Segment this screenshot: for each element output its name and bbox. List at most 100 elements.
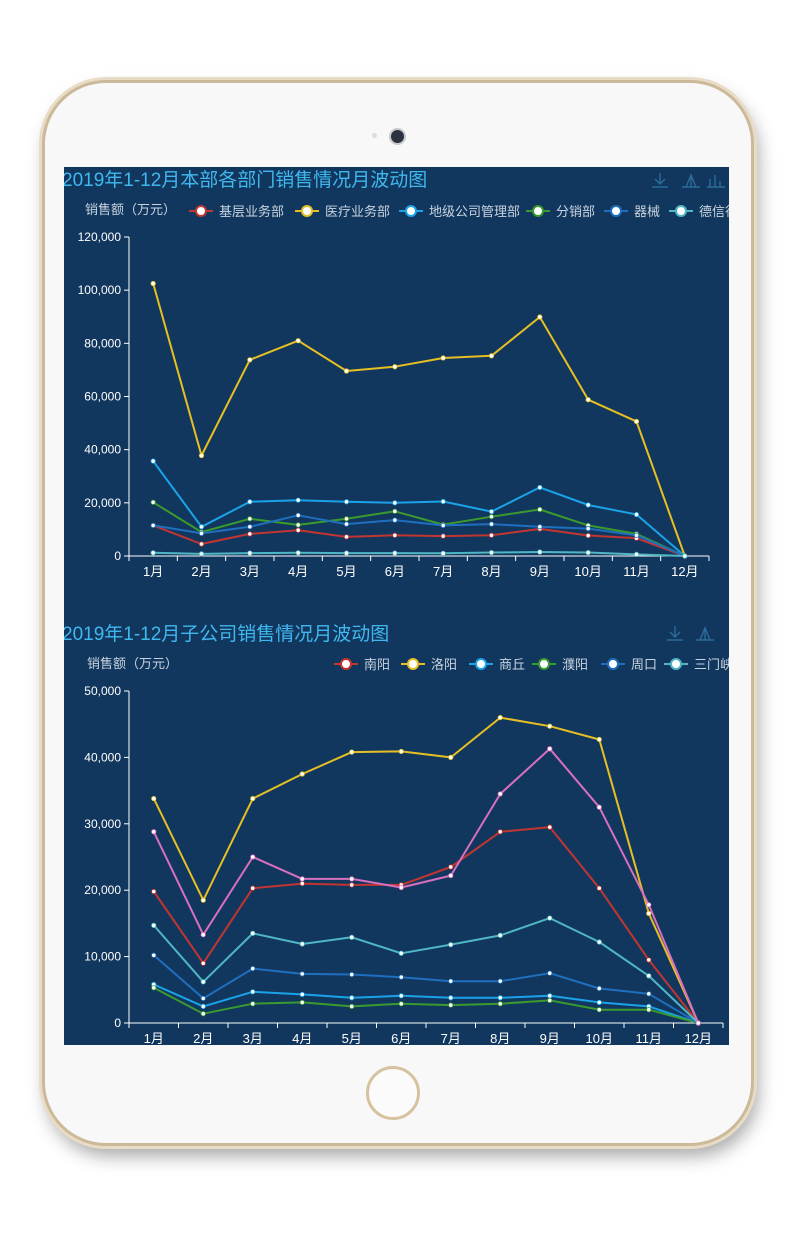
data-point <box>151 952 157 958</box>
data-point <box>646 957 652 963</box>
data-point <box>151 985 157 991</box>
series-line <box>153 917 699 1024</box>
data-point <box>247 357 253 363</box>
data-point <box>198 541 205 547</box>
chart2-toolbox <box>667 626 714 641</box>
legend-marker <box>475 658 487 670</box>
data-point <box>547 970 553 976</box>
series-line <box>152 460 686 557</box>
data-point <box>200 960 206 966</box>
data-point <box>151 922 157 928</box>
charts-canvas: 2019年1-12月本部各部门销售情况月波动图 销售额（万元） 基层业务部 医疗业… <box>64 169 729 1045</box>
data-point <box>547 723 553 729</box>
data-point <box>299 880 305 887</box>
x-tick-label: 6月 <box>391 1031 411 1045</box>
y-tick-label: 120,000 <box>78 230 122 244</box>
data-point <box>247 516 253 522</box>
y-tick-label: 20,000 <box>84 883 121 897</box>
x-tick-label: 2月 <box>193 1031 213 1045</box>
data-point <box>497 995 503 1001</box>
x-tick-label: 1月 <box>143 564 163 579</box>
data-point <box>585 549 591 556</box>
data-point <box>299 971 305 977</box>
chart1-legend: 基层业务部 医疗业务部 地级公司管理部 分销部 器械 德信行 <box>189 204 729 219</box>
data-point <box>250 930 256 936</box>
legend-label: 地级公司管理部 <box>429 204 520 219</box>
data-point <box>151 795 157 802</box>
x-tick-label: 11月 <box>636 1031 663 1045</box>
chart2-ylabel: 销售额（万元） <box>87 656 178 671</box>
data-point <box>150 522 156 529</box>
data-point <box>349 1003 355 1010</box>
data-point <box>295 550 301 556</box>
data-point <box>250 965 256 972</box>
data-point <box>247 524 253 530</box>
bar-chart-icon[interactable] <box>707 175 725 188</box>
data-point <box>198 530 205 537</box>
data-point <box>250 1001 256 1007</box>
data-point <box>392 508 398 514</box>
chart2-legend: 南阳 洛阳 商丘 濮阳 周口 三门峡 <box>334 657 729 672</box>
data-point <box>682 553 688 559</box>
data-point <box>596 736 602 743</box>
data-point <box>200 979 206 985</box>
data-point <box>646 991 652 997</box>
x-tick-label: 5月 <box>336 564 356 579</box>
series-line <box>152 524 686 557</box>
series-line <box>153 551 685 557</box>
data-point <box>295 512 301 518</box>
download-icon[interactable] <box>667 626 683 641</box>
data-point <box>547 824 553 830</box>
x-tick-label: 9月 <box>530 564 550 579</box>
data-point <box>497 932 503 938</box>
data-point <box>151 829 157 835</box>
home-button[interactable] <box>366 1066 420 1120</box>
legend-label: 基层业务部 <box>219 204 284 219</box>
data-point <box>646 1007 652 1013</box>
data-point <box>497 714 503 721</box>
x-tick-label: 8月 <box>481 564 501 579</box>
data-point <box>448 995 454 1001</box>
data-point <box>398 1001 404 1007</box>
data-point <box>537 314 543 320</box>
data-point <box>448 978 454 984</box>
download-icon[interactable] <box>652 173 668 188</box>
zoom-icon[interactable] <box>682 173 700 188</box>
dashboard-screen: 2019年1-12月本部各部门销售情况月波动图 销售额（万元） 基层业务部 医疗业… <box>64 167 729 1045</box>
series-line <box>152 501 686 557</box>
legend-label: 器械 <box>634 204 660 219</box>
zoom-icon[interactable] <box>696 626 714 641</box>
legend-marker <box>610 205 622 217</box>
legend-marker <box>407 658 419 670</box>
data-point <box>343 550 350 556</box>
data-point <box>633 551 640 558</box>
data-point <box>200 897 206 903</box>
series-line <box>152 283 686 557</box>
legend-label: 德信行 <box>699 204 729 219</box>
data-point <box>497 978 503 984</box>
x-tick-label: 3月 <box>240 564 260 579</box>
y-tick-label: 40,000 <box>84 443 121 457</box>
data-point <box>497 791 503 797</box>
data-point <box>198 551 205 557</box>
data-point <box>349 749 355 755</box>
data-point <box>247 499 253 505</box>
chart1-plot: 0 20,000 40,000 60,000 80,000 100,000 120,000 1… <box>78 230 710 579</box>
data-point <box>488 549 495 556</box>
data-point <box>299 876 305 882</box>
data-point <box>299 999 305 1006</box>
data-point <box>343 521 350 527</box>
data-point <box>295 522 301 528</box>
data-point <box>585 526 591 532</box>
data-point <box>646 902 652 908</box>
data-point <box>547 746 553 752</box>
data-point <box>200 932 206 938</box>
legend-label: 商丘 <box>499 657 525 672</box>
legend-label: 南阳 <box>364 657 390 672</box>
series-line <box>152 826 700 1024</box>
data-point <box>596 804 602 810</box>
data-point <box>448 864 454 870</box>
data-point <box>537 549 543 555</box>
x-tick-label: 6月 <box>385 564 405 579</box>
data-point <box>392 364 398 370</box>
